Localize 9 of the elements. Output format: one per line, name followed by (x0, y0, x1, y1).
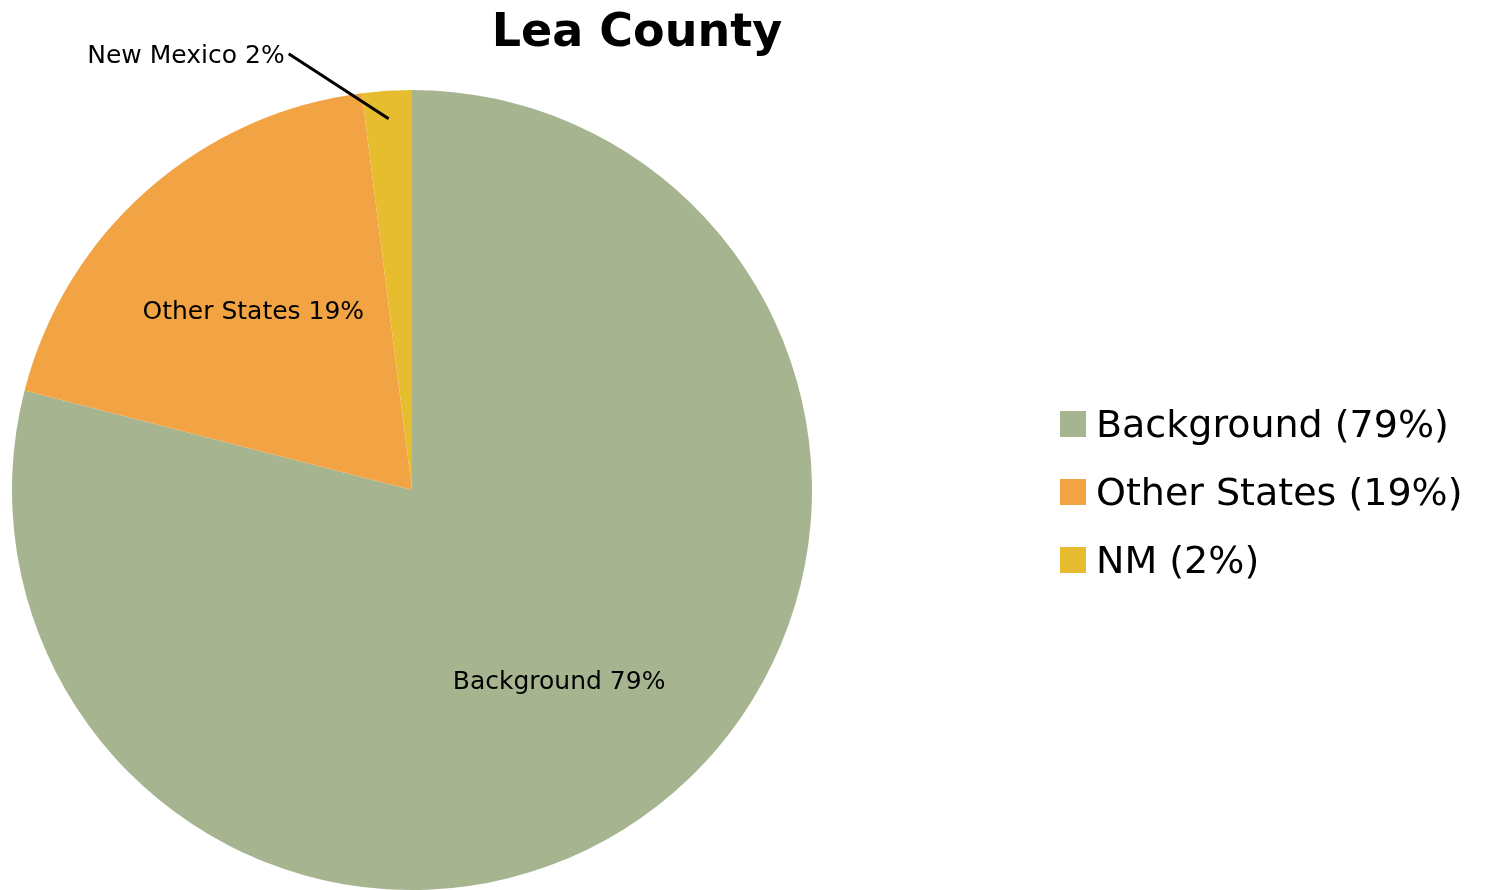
pie-slice (24, 93, 412, 490)
data-label: Background 79% (452, 665, 666, 695)
data-label: Other States 19% (142, 295, 365, 325)
legend-label: Background (79%) (1096, 402, 1449, 446)
data-label: New Mexico 2% (87, 39, 285, 69)
pie-slice (12, 90, 812, 890)
legend-label: NM (2%) (1096, 538, 1260, 582)
legend-label: Other States (19%) (1096, 470, 1463, 514)
chart-title: Lea County (491, 3, 783, 57)
